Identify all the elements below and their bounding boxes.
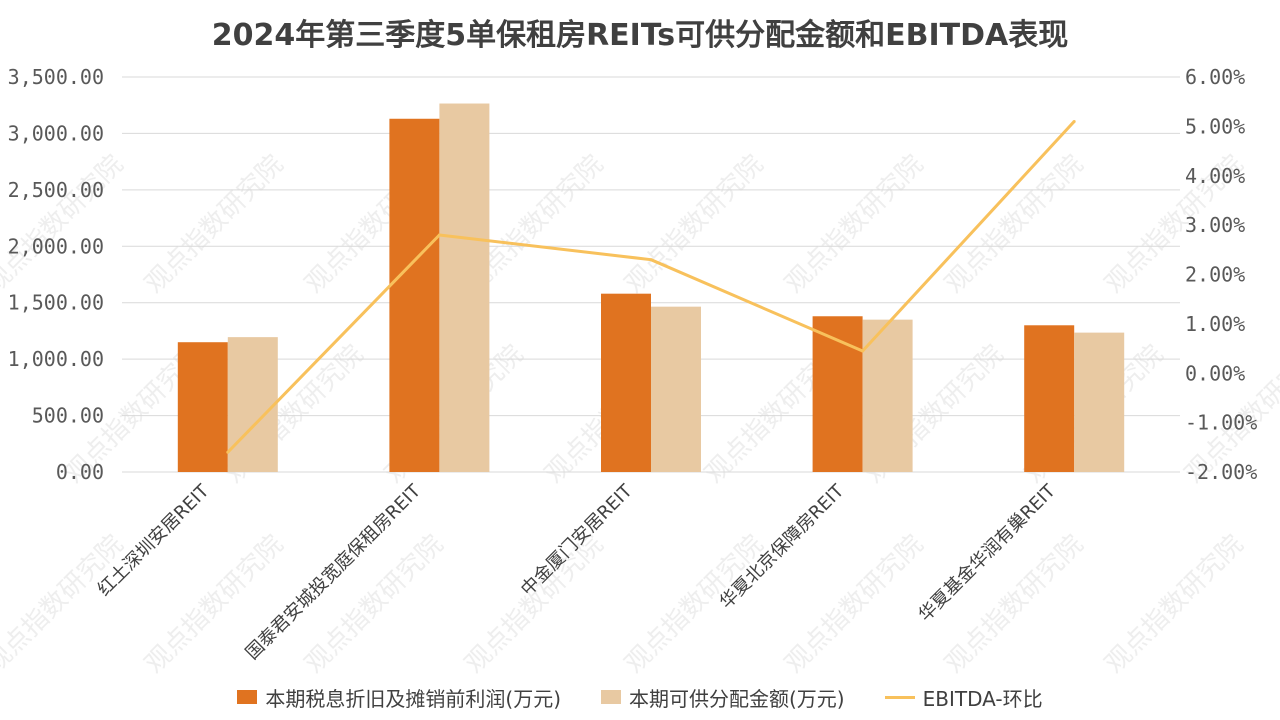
bar — [177, 342, 228, 472]
bar — [812, 316, 863, 472]
legend-item-distributable: 本期可供分配金额(万元) — [601, 683, 845, 712]
y-right-tick-label: -2.00% — [1185, 460, 1257, 484]
legend-swatch-qoq — [884, 695, 915, 699]
bar — [439, 103, 490, 473]
y-right-tick-label: 5.00% — [1185, 114, 1245, 138]
line-point — [861, 349, 865, 353]
legend-swatch-ebitda — [237, 690, 258, 704]
y-left-tick-label: 1,000.00 — [8, 347, 104, 371]
y-left-tick-label: 3,500.00 — [8, 65, 104, 89]
watermark-text: 观点指数研究院 — [299, 529, 449, 679]
line-point — [649, 258, 653, 262]
legend: 本期税息折旧及摊销前利润(万元) 本期可供分配金额(万元) EBITDA-环比 — [0, 682, 1280, 712]
line-point — [226, 450, 230, 454]
bar — [1074, 332, 1125, 472]
watermark-text: 观点指数研究院 — [619, 529, 769, 679]
y-right-tick-label: 2.00% — [1185, 263, 1245, 287]
y-left-tick-label: 2,500.00 — [8, 178, 104, 202]
y-right-tick-label: 4.00% — [1185, 164, 1245, 188]
bar — [227, 337, 278, 472]
bar — [651, 306, 701, 472]
y-left-tick-label: 1,500.00 — [8, 291, 104, 315]
line-point — [437, 233, 441, 237]
watermark-text: 观点指数研究院 — [139, 149, 289, 299]
y-right-tick-label: -1.00% — [1185, 411, 1257, 435]
bar — [1024, 325, 1075, 472]
y-right-tick-label: 0.00% — [1185, 361, 1245, 385]
y-left-tick-label: 0.00 — [56, 460, 104, 484]
line-point — [1072, 119, 1076, 123]
y-left-tick-label: 3,000.00 — [8, 121, 104, 145]
bar — [601, 293, 651, 472]
watermark-text: 观点指数研究院 — [0, 149, 129, 299]
y-right-tick-label: 1.00% — [1185, 312, 1245, 336]
chart-title: 2024年第三季度5单保租房REITs可供分配金额和EBITDA表现 — [211, 18, 1069, 53]
watermark-text: 观点指数研究院 — [1099, 529, 1249, 679]
watermark-text: 观点指数研究院 — [779, 529, 929, 679]
watermark-text: 观点指数研究院 — [779, 149, 929, 299]
legend-swatch-distributable — [601, 690, 621, 704]
y-left-tick-label: 500.00 — [32, 404, 104, 428]
y-right-tick-label: 6.00% — [1185, 65, 1245, 89]
bar — [862, 319, 913, 472]
legend-label-qoq: EBITDA-环比 — [922, 686, 1043, 711]
legend-label-ebitda: 本期税息折旧及摊销前利润(万元) — [265, 686, 561, 711]
watermark-text: 观点指数研究院 — [939, 149, 1089, 299]
legend-item-ebitda: 本期税息折旧及摊销前利润(万元) — [237, 683, 561, 712]
y-left-tick-label: 2,000.00 — [8, 234, 104, 258]
watermark-text: 观点指数研究院 — [139, 529, 289, 679]
legend-label-distributable: 本期可供分配金额(万元) — [629, 686, 845, 711]
bar — [389, 118, 440, 472]
x-tick-label: 华夏基金华润有巢REIT — [915, 480, 1061, 626]
watermark-text: 观点指数研究院 — [0, 529, 129, 679]
watermark-text: 观点指数研究院 — [939, 529, 1089, 679]
legend-item-qoq: EBITDA-环比 — [884, 683, 1043, 712]
watermark-text: 观点指数研究院 — [459, 529, 609, 679]
y-right-tick-label: 3.00% — [1185, 213, 1245, 237]
